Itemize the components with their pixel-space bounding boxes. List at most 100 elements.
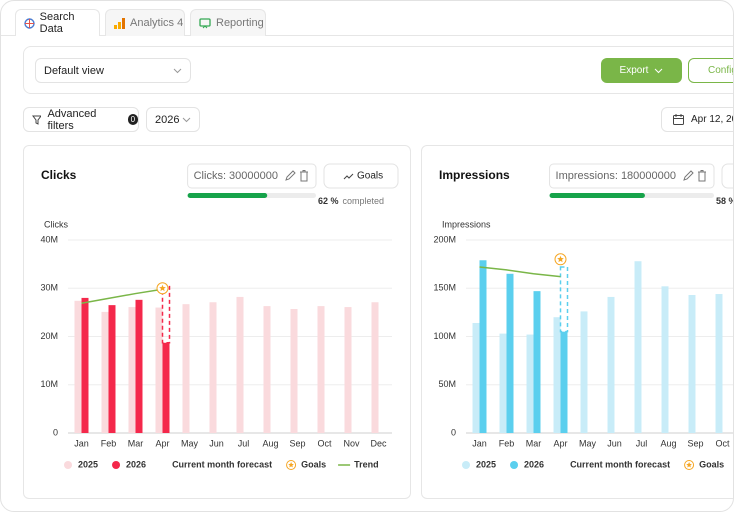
bar (560, 331, 568, 433)
x-tick-label: Jan (472, 438, 487, 448)
tab-label: Analytics 4 (130, 17, 184, 29)
tab[interactable]: Search Data (15, 9, 100, 36)
x-tick-label: Dec (370, 438, 387, 448)
bar (290, 308, 298, 433)
configure-label: Configure (708, 65, 733, 76)
progress-percent: 62 % (318, 196, 339, 206)
tab[interactable]: Analytics 4 (105, 9, 185, 36)
year-select[interactable]: 2026 (146, 107, 200, 132)
x-tick-label: Apr (553, 438, 567, 448)
advanced-filters[interactable]: Advanced filters 0 (23, 107, 139, 132)
goal-input[interactable]: Clicks: 30000000 (187, 163, 317, 189)
bar (81, 297, 89, 433)
y-axis-title: Clicks (44, 219, 68, 229)
tab-label: Search Data (39, 11, 75, 35)
goal-star (159, 284, 166, 292)
trend-line (479, 266, 561, 278)
goal-input-text: Clicks: 30000000 (194, 170, 278, 182)
bar (74, 300, 82, 433)
toolbar (23, 46, 733, 94)
delete-icon (698, 170, 706, 182)
tab-icon (24, 17, 35, 29)
chevron (182, 117, 191, 122)
chart: Clicks Clicks: 30000000 Goals 62 % completed… (40, 163, 399, 470)
input-box (549, 163, 715, 189)
x-tick-label: Jun (607, 438, 622, 448)
bar (371, 302, 379, 433)
goals-button-label: Goals (357, 171, 383, 182)
progress-text: 58 %completed (716, 196, 734, 206)
x-tick-label: Nov (343, 438, 360, 448)
x-tick-label: Aug (262, 438, 278, 448)
y-axis-title: Impressions (442, 219, 491, 229)
bar (506, 273, 514, 433)
progress-text: 62 % completed (318, 196, 384, 206)
x-tick-label: Jul (636, 438, 648, 448)
delete-icon (300, 170, 308, 182)
export-button[interactable]: Export (601, 58, 682, 83)
x-tick-label: Mar (526, 438, 542, 448)
x-tick-label: Sep (687, 438, 703, 448)
bar (128, 307, 136, 433)
chevron (655, 68, 663, 73)
progress-fill (187, 193, 268, 198)
bar (634, 261, 642, 433)
x-tick-label: Apr (155, 438, 169, 448)
view-select[interactable]: Default view (35, 58, 191, 83)
configure-button[interactable]: Configure (688, 58, 733, 83)
bar (553, 317, 561, 433)
chart-title: Clicks (41, 168, 77, 182)
legend-label: 2025 (476, 459, 496, 469)
date-picker[interactable]: Apr 12, 2026 (661, 107, 733, 132)
bar (108, 305, 116, 433)
bar (155, 307, 163, 433)
bar (209, 302, 217, 433)
x-tick-label: Sep (289, 438, 305, 448)
view-label: Default view (44, 64, 104, 77)
x-tick-label: May (579, 438, 597, 448)
bar (263, 306, 271, 433)
bar (135, 299, 143, 433)
goals-button[interactable]: Goals (323, 163, 399, 189)
bar (182, 304, 190, 433)
x-tick-label: Jul (238, 438, 250, 448)
bar (317, 306, 325, 433)
bar (499, 333, 507, 433)
legend-label: 2025 (78, 459, 98, 469)
x-tick-label: Feb (499, 438, 515, 448)
y-tick-label: 0 (451, 427, 456, 437)
y-tick-label: 40M (40, 234, 58, 244)
x-tick-label: Jun (209, 438, 224, 448)
goal-marker (156, 282, 169, 295)
goal-input-text: Impressions: 180000000 (556, 170, 676, 182)
legend-goal-star (686, 462, 692, 468)
y-tick-label: 50M (438, 379, 456, 389)
legend-label: 2026 (126, 459, 146, 469)
bar (162, 342, 170, 433)
bar (526, 334, 534, 433)
y-tick-label: 30M (40, 283, 58, 293)
x-tick-label: Aug (660, 438, 676, 448)
progress-caption: completed (342, 196, 384, 206)
calendar-icon (673, 114, 684, 125)
year-label: 2026 (155, 113, 180, 126)
tab-icon (114, 17, 125, 29)
chart-card: Impressions Impressions: 180000000 Goals 58… (421, 145, 734, 499)
tab[interactable]: Reporting (190, 9, 266, 36)
forecast-bar (559, 266, 569, 333)
edit-icon (285, 170, 296, 181)
legend-label: Trend (354, 459, 379, 469)
x-tick-label: Jan (74, 438, 89, 448)
legend-marker (462, 461, 470, 469)
x-tick-label: Feb (101, 438, 117, 448)
goal-input[interactable]: Impressions: 180000000 (549, 163, 715, 189)
goal-marker (554, 253, 567, 266)
progress-percent: 58 % (716, 196, 734, 206)
forecast-bar (161, 285, 171, 344)
goals-button[interactable]: Goals (721, 163, 734, 189)
bar (715, 294, 723, 433)
bar (479, 260, 487, 433)
tab-icon (199, 17, 211, 28)
bar (472, 322, 480, 433)
